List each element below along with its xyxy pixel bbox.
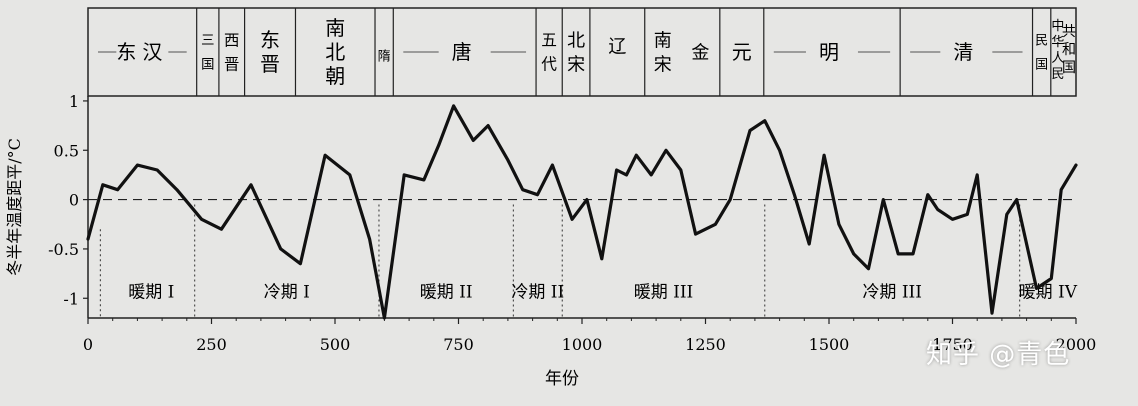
dynasty-1368-1644: 明 <box>773 40 891 64</box>
dynasty-1644-1912: 清 <box>910 40 1023 64</box>
dynasty-label-char: 代 <box>541 54 557 73</box>
dynasty-label-char: 民 <box>1035 34 1048 49</box>
dynasty-960-1016: 北宋 <box>567 30 585 75</box>
dynasty-label-char: 北 <box>325 40 345 64</box>
dynasty-label-char: 民 <box>1051 67 1064 82</box>
dynasty-label-char: 南 <box>654 30 672 51</box>
dynasty-label-char: 宋 <box>567 54 585 75</box>
dynasty-317-420: 东晋 <box>260 28 280 76</box>
x-tick-label: 1000 <box>562 335 603 354</box>
period-label: 暖期 III <box>634 282 694 302</box>
x-tick-label: 750 <box>443 335 474 354</box>
watermark: 知乎 @青色 <box>926 340 1071 370</box>
series-layer <box>86 104 1078 320</box>
dynasty-265-317: 西晋 <box>224 31 239 73</box>
dynasty-label-char: 辽 <box>608 36 626 57</box>
x-tick-label: 2000 <box>1056 335 1097 354</box>
dynasty-label-char: 中 <box>1051 19 1064 34</box>
dynasty-label-char: 晋 <box>260 52 280 76</box>
dynasty-label-char: 南 <box>325 16 345 40</box>
y-tick-label: -0.5 <box>48 240 79 259</box>
dynasty-label: 明 <box>819 40 845 64</box>
dynasty-907-960: 五代 <box>541 30 557 73</box>
period-label: 暖期 II <box>420 282 473 302</box>
dynasty-band: 东汉 三国西晋东晋南北朝隋 唐五代北宋辽 南宋金元明清民国中华人民共和国 <box>87 7 1077 97</box>
axis-labels: 0 250 500 750 1000 1250 1500 1750 2000 1 0.5 0 -0.5 -… <box>5 92 1096 389</box>
dynasty-label-char: 晋 <box>224 55 239 73</box>
dynasty-220-265: 三国 <box>201 34 214 73</box>
dynasty-label-char: 西 <box>224 31 239 49</box>
x-tick-label: 1500 <box>809 335 850 354</box>
dynasty-label: 清 <box>953 40 979 64</box>
dynasty-label-char: 隋 <box>378 50 391 65</box>
dynasty-581-618: 隋 <box>378 50 391 65</box>
dynasty-label-char: 三 <box>201 34 214 49</box>
dynasty-1127-1200: 南宋 <box>654 30 672 75</box>
dynasty-label-char: 金 <box>691 42 709 63</box>
period-label: 暖期 IV <box>1019 282 1078 302</box>
period-label: 冷期 I <box>264 282 310 302</box>
dynasty-band-frame <box>87 7 1077 97</box>
axes <box>83 96 1077 324</box>
dynasty-0-220: 东汉 <box>98 40 187 64</box>
dynasty-label: 东汉 <box>116 40 168 64</box>
dynasty-label-char: 东 <box>260 28 280 52</box>
dynasty-label-char: 北 <box>567 30 585 51</box>
dynasty-420-581: 南北朝 <box>325 16 345 88</box>
x-tick-label: 0 <box>83 335 93 354</box>
dynasty-1279-1368: 元 <box>732 40 752 64</box>
period-label: 冷期 II <box>511 282 564 302</box>
x-tick-label: 1750 <box>932 335 973 354</box>
temperature-series-line <box>86 104 1078 320</box>
dynasty-label-char: 五 <box>541 30 557 49</box>
period-label: 冷期 III <box>862 282 922 302</box>
dynasty-label-char: 华 <box>1051 35 1064 50</box>
y-tick-label: -1 <box>63 289 79 308</box>
dynasty-label-char: 国 <box>1062 60 1076 76</box>
y-tick-label: 0 <box>69 191 79 210</box>
dynasty-1912-1949: 民国 <box>1035 34 1048 73</box>
y-tick-label: 0.5 <box>54 141 79 160</box>
x-tick-label: 250 <box>196 335 227 354</box>
x-tick-label: 500 <box>320 335 351 354</box>
dynasty-label-char: 和 <box>1062 42 1076 58</box>
dynasty-label-char: 元 <box>732 40 752 64</box>
period-markers: 暖期 I 冷期 I 暖期 II 冷期 II 暖期 III 冷期 III 暖期 IV <box>99 204 1078 318</box>
x-axis-title: 年份 <box>545 369 579 389</box>
dynasty-label-char: 国 <box>1035 58 1048 73</box>
dynasty-label: 唐 <box>452 40 478 64</box>
dynasty-label-char: 国 <box>201 58 214 73</box>
y-axis-title: 冬半年温度距平/°C <box>5 138 24 276</box>
dynasty-label-char: 人 <box>1051 51 1064 66</box>
x-tick-label: 1250 <box>685 335 726 354</box>
dynasty-618-907: 唐 <box>403 40 527 64</box>
dynasty-label-char: 宋 <box>654 54 672 75</box>
dynasty-1016-1127: 辽 <box>608 36 626 57</box>
period-label: 暖期 I <box>128 282 174 302</box>
y-tick-label: 1 <box>69 92 79 111</box>
dynasty-1200-1279: 金 <box>691 42 709 63</box>
dynasty-label-char: 朝 <box>325 64 345 88</box>
dynasty-label-char: 共 <box>1062 24 1076 40</box>
